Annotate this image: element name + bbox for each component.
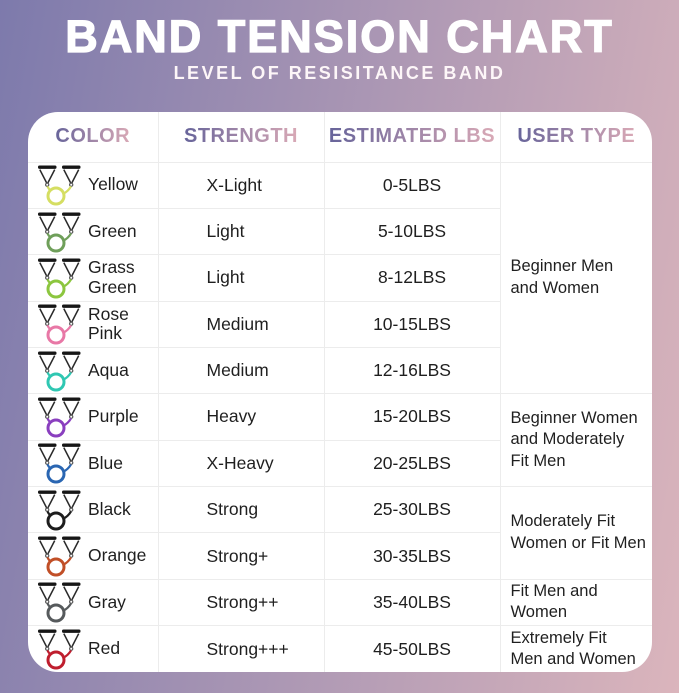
page-subtitle: LEVEL OF RESISITANCE BAND [173,63,506,83]
column-header-estimated-lbs-cell: ESTIMATED LBS [324,112,501,163]
band-color-cell: Aqua [28,347,159,395]
resistance-band-icon [38,397,81,438]
band-color-name: Aqua [88,359,129,380]
band-color-wrap: Orange [29,535,157,577]
strength-cell: Light [158,208,325,256]
strength-cell: Strong+++ [158,625,325,672]
estimated-lbs-cell: 35-40LBS [324,579,501,627]
table-row: Blue X-Heavy 20-25LBS [28,440,652,488]
table-row: Gray Strong++ 35-40LBS Fit Men and Women [28,579,652,627]
strength-cell: X-Light [158,162,325,209]
column-header-color-cell: COLOR [28,112,159,163]
resistance-band-icon [38,629,81,670]
estimated-lbs-cell: 20-25LBS [324,440,501,488]
band-color-cell: Rose Pink [28,301,159,348]
strength-cell: Medium [158,347,325,395]
estimated-lbs-cell: 12-16LBS [324,347,501,395]
band-color-cell: Grass Green [28,254,159,302]
band-color-cell: Green [28,208,159,256]
band-color-wrap: Red [29,628,157,670]
resistance-band-icon [38,490,81,531]
resistance-band-icon [38,351,81,392]
table-row: Purple Heavy 15-20LBS Beginner Women and … [28,393,652,488]
band-color-wrap: Blue [29,442,157,484]
estimated-lbs-cell: 0-5LBS [324,162,501,209]
band-color-wrap: Grass Green [29,257,157,299]
band-color-name: Orange [88,545,147,566]
table-row: Black Strong 25-30LBS Moderately Fit Wome… [28,486,652,580]
user-type-cell: Moderately Fit Women or Fit Men [500,486,652,580]
band-color-wrap: Black [29,489,157,531]
band-color-wrap: Gray [29,581,157,623]
user-type-cell: Beginner Women and Moderately Fit Men [500,393,652,488]
column-header-strength-cell: STRENGTH [158,112,325,163]
user-type-cell: Extremely Fit Men and Women [510,628,636,669]
strength-cell: X-Heavy [158,440,325,488]
band-color-name: Blue [88,452,124,473]
column-header-user-type: USER TYPE [517,125,636,148]
strength-cell: Light [158,254,325,302]
band-color-cell: Black [28,486,159,534]
table-row: Aqua Medium 12-16LBS [28,347,652,395]
band-color-name: Gray [88,591,126,612]
resistance-band-icon [38,443,81,484]
estimated-lbs-cell: 30-35LBS [324,532,501,580]
band-color-wrap: Green [29,211,157,253]
band-color-wrap: Rose Pink [29,303,157,345]
band-color-cell: Yellow [28,162,159,209]
table-row: Red Strong+++ 45-50LBS Extremely Fit Men … [28,625,652,672]
strength-cell: Strong++ [158,579,325,627]
band-color-cell: Orange [28,532,159,580]
column-header-strength: STRENGTH [184,125,298,148]
estimated-lbs-cell: 45-50LBS [324,625,501,672]
page-title: BAND TENSION CHART [65,11,614,62]
table-header-row: COLOR STRENGTH ESTIMATED LBS USER TYPE [28,112,652,163]
estimated-lbs-cell: 10-15LBS [324,301,501,348]
table-row: Green Light 5-10LBS [28,208,652,256]
band-color-cell: Red [28,625,159,672]
resistance-band-icon [38,258,81,299]
strength-cell: Medium [158,301,325,348]
table-row: Yellow X-Light 0-5LBS Beginner Men and Wo… [28,162,652,395]
resistance-band-icon [38,212,81,253]
band-color-wrap: Purple [29,396,157,438]
band-color-name: Rose Pink [88,303,129,344]
band-color-name: Red [88,638,121,659]
resistance-band-icon [38,165,81,206]
strength-cell: Strong+ [158,532,325,580]
strength-cell: Strong [158,486,325,534]
column-header-color: COLOR [55,125,131,148]
user-type-cell: Fit Men and Women [500,579,652,627]
band-color-name: Yellow [88,174,138,195]
band-color-name: Purple [88,406,139,427]
chart-card: COLOR STRENGTH ESTIMATED LBS USER TYPE [28,112,652,672]
column-header-estimated-lbs: ESTIMATED LBS [328,125,496,148]
table-row: Orange Strong+ 30-35LBS [28,532,652,580]
estimated-lbs-cell: 25-30LBS [324,486,501,534]
estimated-lbs-cell: 5-10LBS [324,208,501,256]
estimated-lbs-cell: 15-20LBS [324,393,501,441]
table-row: Grass Green Light 8-12LBS [28,254,652,302]
resistance-band-icon [38,582,81,623]
band-color-name: Grass Green [88,257,137,297]
resistance-band-icon [38,304,81,345]
band-color-cell: Purple [28,393,159,441]
user-type-cell: Beginner Men and Women [500,162,652,395]
band-tension-table: COLOR STRENGTH ESTIMATED LBS USER TYPE [28,112,652,672]
band-color-name: Green [88,220,137,241]
band-color-name: Black [88,498,131,519]
resistance-band-icon [38,536,81,577]
strength-cell: Heavy [158,393,325,441]
band-color-cell: Gray [28,579,159,627]
column-header-user-type-cell: USER TYPE [500,112,652,163]
band-color-cell: Blue [28,440,159,488]
band-color-wrap: Aqua [29,350,157,392]
page-header: BAND TENSION CHART LEVEL OF RESISITANCE … [0,11,679,84]
table-row: Rose Pink Medium 10-15LBS [28,301,652,348]
estimated-lbs-cell: 8-12LBS [324,254,501,302]
band-color-wrap: Yellow [29,164,157,206]
